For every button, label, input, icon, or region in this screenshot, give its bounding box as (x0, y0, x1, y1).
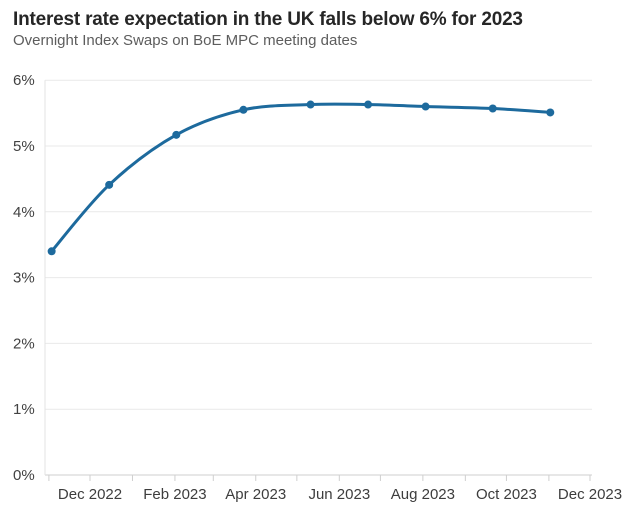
data-point-mar-2023 (239, 105, 248, 114)
data-point-nov-2022 (47, 247, 56, 256)
x-axis-label: Dec 2023 (558, 486, 622, 503)
x-axis-label: Aug 2023 (391, 486, 455, 503)
data-point-sep-2023 (488, 104, 497, 113)
y-axis-label: 4% (13, 204, 35, 221)
data-point-dec-2022 (105, 180, 114, 189)
y-axis-label: 5% (13, 138, 35, 155)
y-axis-label: 0% (13, 467, 35, 484)
x-axis-label: Feb 2023 (143, 486, 206, 503)
data-point-may-2023 (306, 100, 315, 109)
data-point-nov-2023 (546, 108, 555, 117)
y-axis-label: 6% (13, 72, 35, 89)
y-axis-label: 1% (13, 401, 35, 418)
ois-rate-line (50, 102, 552, 253)
chart-subtitle: Overnight Index Swaps on BoE MPC meeting… (13, 32, 358, 49)
data-point-feb-2023 (172, 130, 181, 139)
y-axis-label: 2% (13, 335, 35, 352)
x-axis-label: Jun 2023 (308, 486, 370, 503)
y-axis-label: 3% (13, 270, 35, 287)
x-axis-label: Oct 2023 (476, 486, 537, 503)
data-point-aug-2023 (421, 102, 430, 111)
x-axis-label: Apr 2023 (225, 486, 286, 503)
x-axis-label: Dec 2022 (58, 486, 122, 503)
data-point-jun-2023 (364, 100, 373, 109)
chart-title: Interest rate expectation in the UK fall… (13, 9, 523, 30)
